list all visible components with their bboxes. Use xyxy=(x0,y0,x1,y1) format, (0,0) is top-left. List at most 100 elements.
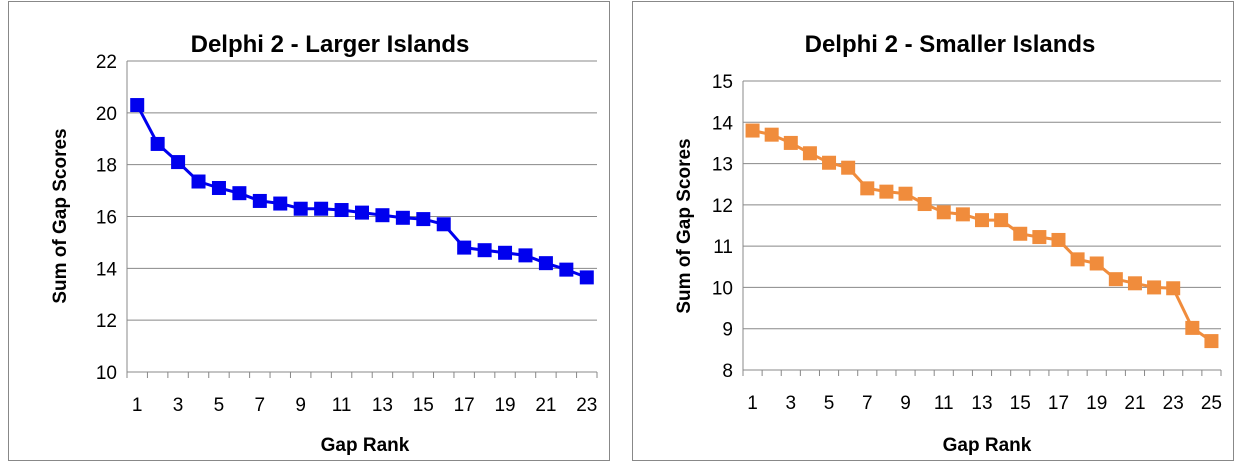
x-tick-label: 13 xyxy=(971,393,992,414)
y-tick-label: 12 xyxy=(96,311,117,332)
data-point-marker xyxy=(355,205,369,220)
data-point-marker xyxy=(898,186,913,201)
y-tick-label: 22 xyxy=(96,52,117,73)
y-tick-label: 14 xyxy=(712,113,734,134)
x-tick-label: 7 xyxy=(862,393,873,414)
data-point-marker xyxy=(518,248,533,263)
data-point-marker xyxy=(150,136,165,151)
x-tick-label: 23 xyxy=(576,395,597,416)
data-point-marker xyxy=(191,174,206,189)
data-point-marker xyxy=(1108,272,1123,287)
y-tick-label: 12 xyxy=(712,196,733,217)
data-point-marker xyxy=(1185,320,1200,335)
data-point-marker xyxy=(232,186,247,201)
data-point-marker xyxy=(1127,276,1142,291)
data-point-marker xyxy=(559,262,574,277)
data-point-marker xyxy=(1070,252,1085,267)
data-point-marker xyxy=(1166,281,1181,296)
data-point-marker xyxy=(538,256,553,271)
data-point-marker xyxy=(416,212,431,227)
data-point-marker xyxy=(1147,280,1162,295)
data-point-marker xyxy=(130,98,145,113)
data-point-marker xyxy=(477,243,492,258)
x-tick-label: 15 xyxy=(1010,393,1031,414)
y-tick-label: 14 xyxy=(96,259,118,280)
data-point-marker xyxy=(334,203,349,218)
y-axis-label: Sum of Gap Scores xyxy=(674,138,695,313)
x-tick-label: 1 xyxy=(747,393,758,414)
x-tick-label: 19 xyxy=(1086,393,1107,414)
data-point-marker xyxy=(955,207,970,222)
x-tick-label: 11 xyxy=(934,393,954,414)
data-point-marker xyxy=(252,193,267,208)
x-axis-label: Gap Rank xyxy=(943,435,1032,456)
y-tick-label: 20 xyxy=(96,104,117,125)
y-tick-label: 11 xyxy=(713,237,733,258)
data-point-marker xyxy=(936,205,951,220)
data-point-marker xyxy=(841,160,856,175)
data-point-marker xyxy=(375,208,390,223)
x-tick-label: 3 xyxy=(173,395,184,416)
y-tick-label: 13 xyxy=(712,155,733,176)
data-point-marker xyxy=(273,196,288,211)
data-point-marker xyxy=(917,197,932,212)
x-tick-label: 9 xyxy=(900,393,911,414)
x-tick-label: 17 xyxy=(454,395,475,416)
x-tick-label: 23 xyxy=(1163,393,1184,414)
x-tick-label: 7 xyxy=(255,395,266,416)
data-point-marker xyxy=(293,201,308,216)
data-point-marker xyxy=(457,240,472,255)
x-tick-label: 13 xyxy=(372,395,393,416)
data-point-marker xyxy=(579,270,594,285)
y-tick-label: 10 xyxy=(96,363,117,384)
x-tick-label: 5 xyxy=(824,393,835,414)
data-point-marker xyxy=(745,123,760,138)
data-series xyxy=(130,98,594,285)
data-point-marker xyxy=(783,135,798,150)
chart-frame xyxy=(8,1,610,461)
x-tick-label: 9 xyxy=(295,395,306,416)
y-tick-label: 8 xyxy=(722,361,733,382)
chart-smaller-islands: Delphi 2 - Smaller Islands Sum of Gap Sc… xyxy=(632,1,1234,461)
x-tick-label: 3 xyxy=(786,393,797,414)
data-point-marker xyxy=(171,155,186,170)
data-point-marker xyxy=(314,201,329,216)
x-tick-label: 15 xyxy=(413,395,434,416)
x-tick-label: 1 xyxy=(132,395,143,416)
x-tick-label: 21 xyxy=(535,395,556,416)
data-point-marker xyxy=(764,127,779,142)
chart-title: Delphi 2 - Larger Islands xyxy=(191,31,470,58)
data-point-marker xyxy=(1032,230,1047,245)
data-point-marker xyxy=(860,181,875,196)
data-point-marker xyxy=(395,210,410,225)
x-tick-label: 5 xyxy=(214,395,225,416)
x-tick-label: 17 xyxy=(1048,393,1069,414)
y-axis-label: Sum of Gap Scores xyxy=(50,128,71,303)
y-tick-label: 9 xyxy=(722,320,733,341)
gridlines xyxy=(126,60,598,378)
data-point-marker xyxy=(436,217,451,232)
y-tick-label: 15 xyxy=(712,72,733,93)
data-point-marker xyxy=(1089,256,1104,271)
x-tick-label: 11 xyxy=(332,395,352,416)
data-point-marker xyxy=(211,180,226,195)
data-point-marker xyxy=(1051,232,1066,247)
chart-title: Delphi 2 - Smaller Islands xyxy=(805,31,1096,58)
y-tick-label: 16 xyxy=(96,208,117,229)
y-tick-label: 18 xyxy=(96,156,117,177)
x-tick-label: 21 xyxy=(1124,393,1145,414)
data-point-marker xyxy=(802,146,817,161)
x-tick-label: 25 xyxy=(1201,393,1222,414)
data-point-marker xyxy=(822,155,837,170)
x-tick-label: 19 xyxy=(494,395,515,416)
y-tick-label: 10 xyxy=(712,278,733,299)
chart-frame xyxy=(632,1,1234,461)
data-point-marker xyxy=(879,184,894,199)
data-point-marker xyxy=(498,245,513,260)
data-point-marker xyxy=(1204,334,1219,349)
data-point-marker xyxy=(975,213,989,228)
data-point-marker xyxy=(994,213,1009,228)
